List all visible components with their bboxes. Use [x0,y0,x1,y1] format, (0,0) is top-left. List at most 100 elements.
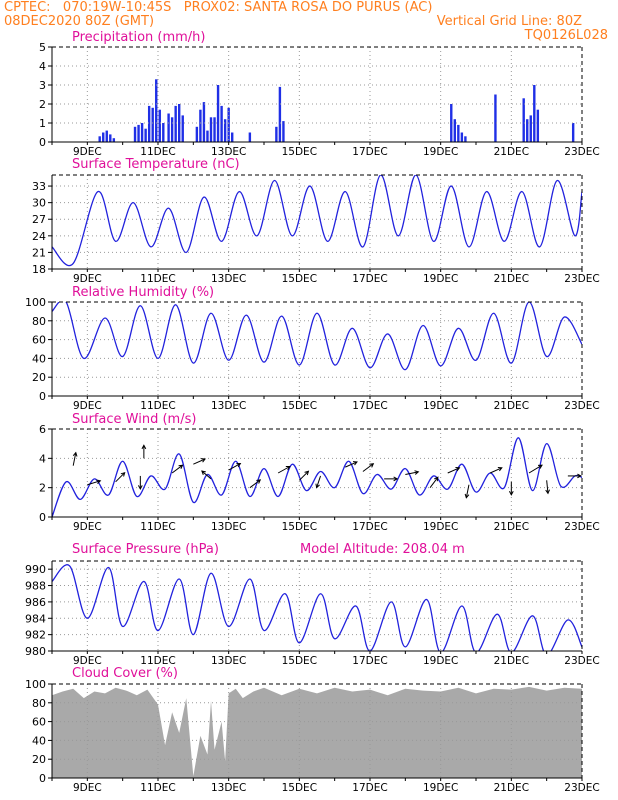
pressure-xtick-label: 11DEC [140,655,175,667]
precip-bar [220,105,223,142]
precip-bar [105,130,108,142]
cloud-ytick-label: 40 [32,734,46,747]
precip-bar [140,123,144,142]
wind-arrow-head [201,470,206,475]
precip-bar [170,117,174,142]
cloud-xtick-label: 19DEC [423,782,458,794]
precip-bar [151,107,154,142]
wind-arrow-head [120,471,126,477]
wind-arrow-head [545,489,550,495]
pressure-xtick-label: 23DEC [564,655,599,667]
rh-xtick-label: 17DEC [352,400,387,412]
pressure-xtick-label: 15DEC [282,655,317,667]
pressure-ytick-label: 990 [25,563,46,576]
pressure-annotation: Model Altitude: 208.04 m [300,542,465,557]
wind-xtick-label: 11DEC [140,521,175,533]
wind-arrow-head [464,493,470,499]
wind-arrow-head [315,483,320,489]
precip-bar [98,136,101,142]
wind-arrow [528,464,543,474]
wind-arrow-head [369,463,375,468]
pressure-xtick-label: 21DEC [494,655,529,667]
cloud-xtick-label: 23DEC [564,782,599,794]
wind-arrow-head [537,464,543,469]
pressure-xtick-label: 9DEC [73,655,102,667]
rh-xtick-label: 13DEC [211,400,246,412]
rh-xtick-label: 9DEC [73,400,102,412]
precip-bar [223,119,227,142]
temp-xtick-label: 11DEC [140,273,175,285]
wind-arrow [429,476,439,488]
precip-bar [494,94,497,142]
wind-arrow-head [201,458,206,463]
precip-bar [533,85,536,142]
precip-bar [181,115,184,142]
precip-bar [536,109,540,142]
cloud-area [52,686,582,778]
rh-line [52,302,582,371]
precip-bar [147,105,151,142]
wind-arrow [447,467,460,474]
precip-xtick-label: 19DEC [423,146,458,158]
rh-ytick-label: 80 [32,315,46,328]
rh-xtick-label: 19DEC [423,400,458,412]
precip-xtick-label: 23DEC [564,146,599,158]
precip-bar [206,130,209,142]
header-model-id: TQ0126L028 [524,28,608,43]
wind-arrow-head [414,470,420,475]
wind-arrow-head [497,466,503,472]
wind-arrow [345,461,358,468]
wind-xtick-label: 21DEC [494,521,529,533]
wind-xtick-label: 23DEC [564,521,599,533]
precip-bar [248,132,252,142]
precip-title: Precipitation (mm/h) [72,30,205,45]
wind-xtick-label: 17DEC [352,521,387,533]
temp-xtick-label: 15DEC [282,273,317,285]
precip-bar [529,115,532,142]
precip-xtick-label: 15DEC [282,146,317,158]
wind-arrow-head [508,491,514,496]
wind-arrow [171,464,183,474]
temp-ytick-label: 33 [32,180,46,193]
precip-bar [282,121,285,142]
cloud-xtick-label: 13DEC [211,782,246,794]
wind-arrow [87,480,101,486]
wind-arrow [115,472,126,483]
wind-ytick-label: 4 [39,452,46,465]
wind-xtick-label: 13DEC [211,521,246,533]
precip-bar [133,126,137,142]
precip-bar [450,104,453,142]
precip-xtick-label: 21DEC [494,146,529,158]
rh-xtick-label: 21DEC [494,400,529,412]
wind-arrow [228,463,241,471]
precip-bar [522,98,525,142]
wind-arrow-head [96,479,102,485]
wind-arrow-head [352,461,358,466]
wind-arrow-head [304,470,310,476]
pressure-ytick-label: 982 [25,629,46,642]
precip-bar [199,109,202,142]
wind-title: Surface Wind (m/s) [72,412,196,427]
wind-arrow [193,458,206,465]
wind-arrow-head [137,485,143,490]
pressure-ytick-label: 988 [25,580,46,593]
temp-xtick-label: 9DEC [73,273,102,285]
rh-ytick-label: 0 [39,390,46,403]
wind-arrow-head [455,466,461,472]
precip-bar [571,123,575,142]
rh-xtick-label: 11DEC [140,400,175,412]
temp-ytick-label: 30 [32,197,46,210]
wind-arrow [546,480,549,494]
temp-ytick-label: 24 [32,230,46,243]
temp-xtick-label: 13DEC [211,273,246,285]
pressure-ytick-label: 984 [25,612,46,625]
precip-xtick-label: 9DEC [73,146,102,158]
wind-arrow [405,471,419,475]
precip-ytick-label: 0 [39,136,46,149]
precip-bar [460,132,464,142]
rh-xtick-label: 15DEC [282,400,317,412]
cloud-xtick-label: 15DEC [282,782,317,794]
cloud-ytick-label: 0 [39,772,46,785]
temp-xtick-label: 19DEC [423,273,458,285]
